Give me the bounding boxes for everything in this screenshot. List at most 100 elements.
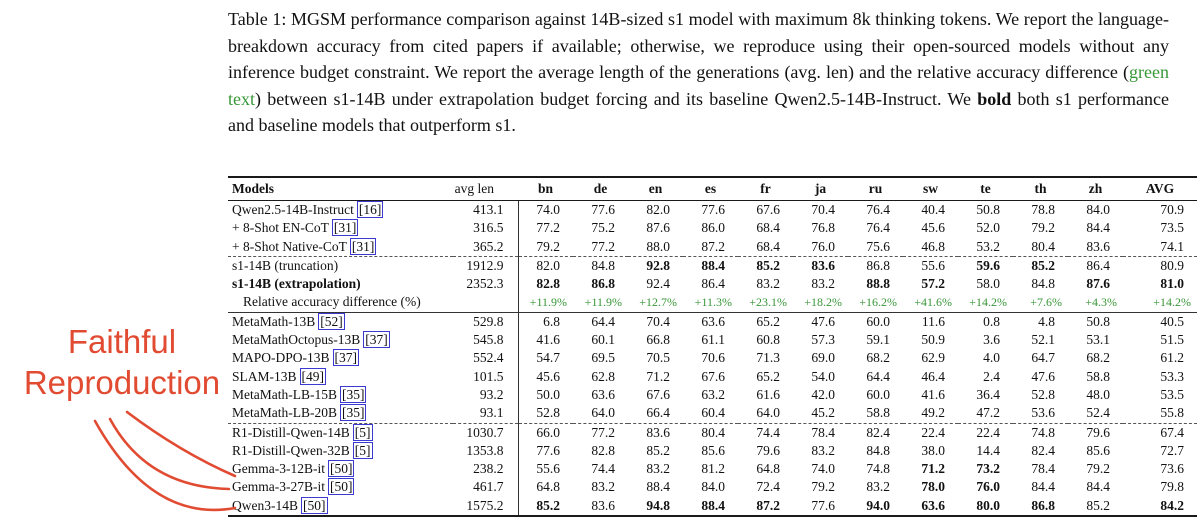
model-name: s1-14B (extrapolation): [232, 276, 361, 292]
model-name: Gemma-3-27B-it: [232, 479, 325, 495]
value-cell: 45.6: [517, 367, 573, 386]
value-cell: 50.8: [1068, 311, 1123, 332]
value-cell: 84.8: [573, 255, 628, 276]
value-cell: 53.1: [1086, 332, 1110, 348]
value-cell: 45.2: [811, 405, 835, 421]
citation-link[interactable]: [5]: [352, 441, 373, 459]
value-cell: 82.8: [591, 442, 615, 458]
value-cell: 60.0: [866, 386, 890, 402]
table-row: MetaMathOctopus-13B [37] 545.8 41.6 60.1 66.8…: [228, 331, 1197, 350]
value-cell: 64.8: [517, 478, 573, 497]
citation-link[interactable]: [35]: [339, 404, 367, 422]
citation-link[interactable]: [52]: [318, 312, 345, 330]
value-cell: 92.4: [646, 276, 670, 292]
model-name-cell: MetaMath-LB-20B [35]: [228, 404, 453, 423]
model-name-cell: Qwen2.5-14B-Instruct [16]: [228, 201, 453, 220]
value-cell: 4.8: [1013, 311, 1068, 332]
avg-len-cell: 413.1: [473, 202, 504, 217]
table-row: MetaMath-13B [52] 529.8 6.8 64.4 70.4 63.6 65.2…: [228, 311, 1197, 332]
value-cell: 76.0: [811, 238, 835, 254]
value-cell: 52.0: [976, 220, 1000, 236]
value-cell: 46.8: [921, 238, 945, 254]
value-cell: 83.2: [866, 479, 890, 495]
table-region: Models avg len bn de en es fr ja ru sw te th zh AVG Q…: [228, 176, 1197, 518]
avg-len-cell: 365.2: [473, 238, 504, 254]
value-cell: 66.4: [646, 405, 670, 421]
value-cell: 61.6: [756, 386, 780, 402]
model-name: MAPO-DPO-13B: [232, 350, 330, 366]
value-cell: 86.8: [591, 276, 615, 292]
value-cell: 79.2: [1031, 220, 1055, 236]
model-name-cell: MetaMath-LB-15B [35]: [228, 385, 453, 404]
citation-link[interactable]: [50]: [301, 496, 328, 514]
table-row: Qwen3-14B [50] 1575.2 85.2 83.6 94.8 88.4 87.2 7…: [228, 496, 1197, 518]
value-cell: 84.4: [1086, 220, 1110, 236]
avg-len-cell: 1575.2: [453, 496, 518, 518]
citation-link[interactable]: [50]: [327, 478, 355, 496]
citation-link[interactable]: [49]: [299, 367, 327, 385]
faithful-reproduction-annotation: Faithful Reproduction: [2, 321, 242, 403]
value-cell: 64.0: [591, 405, 615, 421]
avg-len-cell: 545.8: [473, 332, 504, 348]
value-cell: 70.4: [811, 202, 835, 217]
citation-link[interactable]: [31]: [349, 237, 377, 255]
value-cell: +11.9%: [584, 295, 622, 310]
avg-len-cell: 101.5: [473, 368, 504, 384]
col-header-es: es: [683, 176, 738, 201]
avg-len-cell: 93.1: [479, 405, 504, 421]
citation-link[interactable]: [16]: [356, 201, 384, 218]
value-cell: 84.4: [1086, 479, 1110, 495]
citation-link[interactable]: [50]: [327, 460, 355, 478]
value-cell: +4.3%: [1085, 295, 1117, 310]
value-cell: 61.1: [701, 332, 725, 348]
value-cell: 84.0: [1086, 202, 1110, 217]
value-cell: +12.7%: [639, 295, 677, 310]
avg-len-cell: 1912.9: [453, 255, 518, 276]
value-cell: 80.4: [1031, 238, 1055, 254]
value-cell: 72.4: [756, 479, 780, 495]
model-name-cell: R1-Distill-Qwen-14B [5]: [228, 422, 453, 442]
value-cell: 67.4: [1123, 422, 1197, 442]
value-cell: 82.8: [517, 275, 573, 294]
col-header-zh: zh: [1068, 176, 1123, 201]
value-cell: 41.6: [517, 331, 573, 350]
value-cell: 77.6: [591, 202, 615, 217]
value-cell: 58.8: [1086, 368, 1110, 384]
value-cell: 79.6: [756, 442, 780, 458]
value-cell: 58.8: [866, 405, 890, 421]
model-name: MetaMath-LB-20B: [232, 405, 337, 421]
avg-len-cell: 552.4: [473, 350, 504, 366]
value-cell: 70.5: [646, 350, 670, 366]
value-cell: 79.2: [1086, 461, 1110, 477]
model-name: MetaMath-LB-15B: [232, 386, 337, 402]
value-cell: 86.8: [1013, 496, 1068, 518]
value-cell: 83.6: [573, 496, 628, 518]
col-header-ru: ru: [848, 176, 903, 201]
value-cell: 75.6: [866, 238, 890, 254]
value-cell: 73.5: [1160, 220, 1184, 236]
value-cell: 68.2: [1086, 350, 1110, 366]
citation-link[interactable]: [37]: [332, 349, 360, 367]
value-cell: 76.4: [866, 220, 890, 236]
avg-len-cell: 461.7: [473, 479, 504, 495]
citation-link[interactable]: [5]: [352, 423, 373, 441]
value-cell: 55.8: [1160, 405, 1184, 421]
caption-text-3: both s1 performance and baseline models …: [228, 88, 1169, 136]
value-cell: 59.6: [958, 255, 1013, 276]
value-cell: 47.6: [1031, 368, 1055, 384]
value-cell: 67.6: [756, 202, 780, 217]
value-cell: 85.6: [1086, 442, 1110, 458]
table-row: s1-14B (truncation) 1912.9 82.0 84.8 92.8 88.…: [228, 255, 1197, 276]
citation-link[interactable]: [35]: [339, 385, 367, 403]
value-cell: 76.4: [866, 202, 890, 217]
value-cell: 86.4: [701, 276, 725, 292]
value-cell: 50.9: [921, 332, 945, 348]
model-name: Qwen3-14B: [232, 497, 298, 513]
citation-link[interactable]: [37]: [363, 331, 390, 349]
value-cell: 78.8: [1031, 202, 1055, 217]
citation-link[interactable]: [31]: [331, 219, 359, 237]
value-cell: 77.6: [701, 202, 725, 217]
value-cell: 59.1: [866, 332, 890, 348]
value-cell: 76.8: [811, 220, 835, 236]
